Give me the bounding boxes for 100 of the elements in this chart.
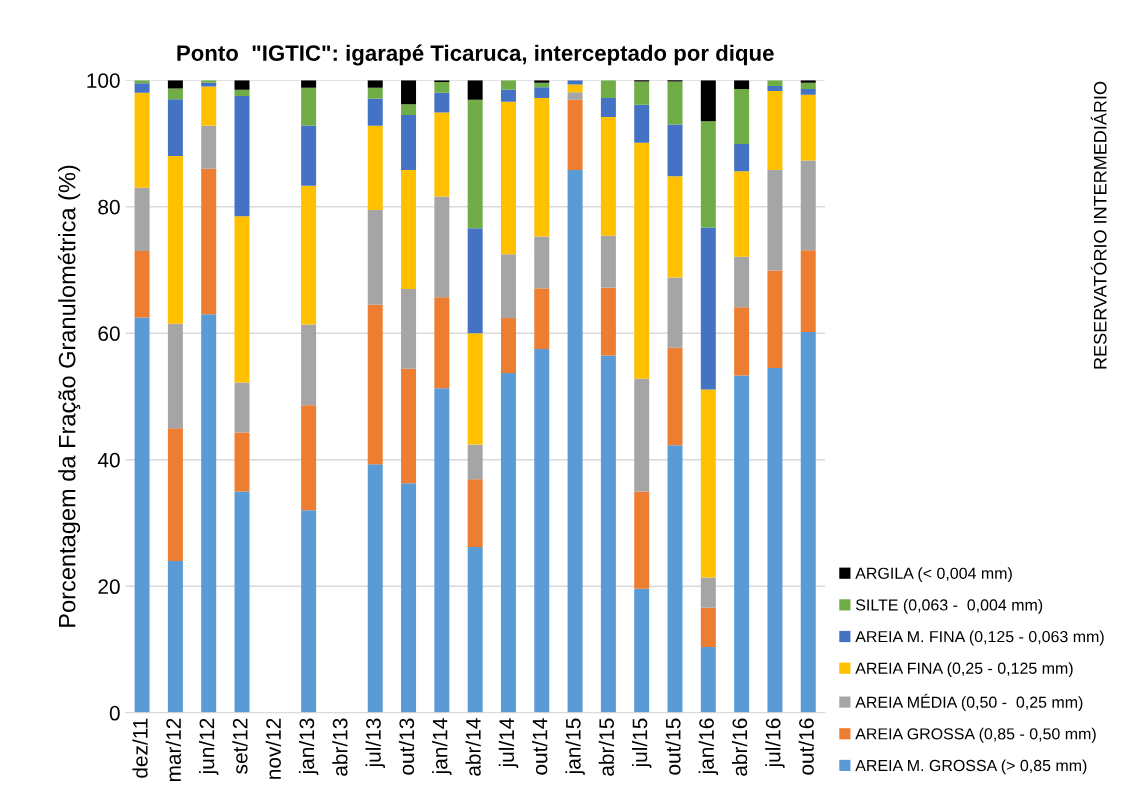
bar — [234, 382, 250, 433]
bar — [500, 80, 516, 90]
bar — [401, 170, 417, 289]
bar — [534, 349, 550, 713]
bar — [301, 510, 317, 713]
bar — [467, 99, 483, 229]
y-tick-label: 20 — [98, 579, 120, 595]
bar — [667, 445, 683, 713]
bar — [367, 80, 383, 88]
bar — [734, 375, 750, 713]
bar — [800, 89, 816, 95]
bar — [767, 85, 783, 91]
bar — [367, 464, 383, 713]
bar — [234, 491, 250, 713]
bar — [401, 288, 417, 369]
bar — [667, 277, 683, 348]
bar — [534, 82, 550, 88]
bar — [567, 84, 583, 93]
bar — [234, 432, 250, 492]
bar — [201, 86, 217, 126]
x-tick-label: mar/12 — [165, 718, 181, 782]
bar — [134, 250, 150, 318]
bar — [800, 250, 816, 332]
bar — [201, 168, 217, 315]
bar — [700, 80, 716, 122]
bar — [234, 80, 250, 90]
bar — [567, 170, 583, 713]
bar — [700, 647, 716, 713]
bar — [134, 187, 150, 251]
x-tick-label: nov/12 — [265, 718, 281, 779]
bar — [434, 388, 450, 713]
bar — [634, 491, 650, 589]
bar — [700, 607, 716, 648]
x-tick-label: jul/14 — [498, 718, 519, 768]
bar — [167, 156, 183, 324]
bar — [301, 185, 317, 325]
bar — [534, 288, 550, 350]
x-tick-label: jan/15 — [565, 718, 585, 775]
bar — [534, 236, 550, 289]
bar — [734, 307, 750, 376]
x-tick-label: abr/15 — [598, 718, 614, 776]
bar — [367, 209, 383, 305]
legend-label: AREIA MÉDIA (0,50 - 0,25 mm) — [855, 693, 1083, 712]
bar — [467, 547, 483, 713]
x-tick-label: jan/16 — [698, 718, 719, 775]
legend-label: AREIA M. FINA (0,125 - 0,063 mm) — [855, 630, 1104, 646]
x-tick-label: out/13 — [398, 718, 415, 775]
x-tick-label: jun/12 — [198, 718, 219, 775]
bar — [634, 588, 650, 713]
bar — [567, 80, 583, 85]
y-tick-label: 80 — [98, 199, 120, 215]
bar — [567, 92, 583, 100]
bar — [600, 80, 616, 98]
bar — [167, 88, 183, 100]
bar — [634, 378, 650, 492]
legend-label: AREIA GROSSA (0,85 - 0,50 mm) — [855, 727, 1096, 743]
bar — [167, 323, 183, 429]
bar — [600, 235, 616, 288]
x-tick-label: out/15 — [665, 718, 681, 775]
bar — [600, 97, 616, 117]
x-tick-label: abr/14 — [465, 718, 481, 776]
bar — [434, 297, 450, 389]
bar — [500, 318, 516, 374]
bar — [434, 82, 450, 93]
x-tick-label: jul/16 — [765, 718, 785, 768]
bar — [800, 82, 816, 90]
x-tick-label: dez/11 — [132, 718, 148, 778]
bar — [134, 317, 150, 713]
y-tick-label: 60 — [98, 326, 120, 341]
x-tick-label: abr/13 — [332, 718, 348, 776]
bar — [301, 405, 317, 511]
bar — [734, 171, 750, 257]
bar — [534, 97, 550, 237]
bar — [401, 483, 417, 713]
x-tick-label: jul/13 — [365, 718, 385, 768]
legend-label: AREIA M. GROSSA (> 0,85 mm) — [855, 759, 1087, 775]
bar — [500, 101, 516, 255]
x-tick-label: abr/16 — [731, 718, 748, 776]
bar — [467, 228, 483, 334]
bar — [700, 227, 716, 390]
bar — [234, 89, 250, 97]
chart-title: Ponto "IGTIC": igarapé Ticaruca, interceptado por dique — [177, 44, 774, 66]
bar — [500, 254, 516, 319]
bar — [667, 124, 683, 177]
bar — [600, 287, 616, 356]
y-tick-label: 40 — [97, 452, 120, 468]
bar — [367, 304, 383, 465]
x-tick-label: out/16 — [798, 718, 814, 775]
bar — [434, 112, 450, 197]
bar — [734, 80, 750, 90]
y-tick-label: 100 — [87, 73, 120, 88]
bar — [201, 125, 217, 169]
x-tick-label: jan/14 — [432, 718, 452, 775]
bar — [500, 89, 516, 102]
bar — [767, 270, 783, 369]
bar — [634, 81, 650, 105]
bar — [634, 142, 650, 379]
bar — [434, 92, 450, 113]
bar — [167, 428, 183, 561]
bar — [401, 114, 417, 171]
